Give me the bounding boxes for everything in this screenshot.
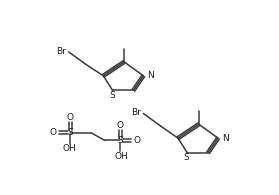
Text: S: S — [117, 136, 123, 145]
Text: O: O — [50, 128, 57, 137]
Text: Br: Br — [131, 108, 141, 117]
Text: OH: OH — [62, 144, 76, 153]
Text: O: O — [67, 113, 74, 122]
Text: Br: Br — [56, 47, 66, 56]
Text: S: S — [184, 153, 189, 162]
Text: N: N — [222, 134, 229, 143]
Text: S: S — [67, 128, 73, 137]
Text: OH: OH — [115, 152, 129, 161]
Text: N: N — [147, 71, 154, 80]
Text: S: S — [109, 90, 115, 99]
Text: O: O — [117, 121, 124, 129]
Text: O: O — [134, 136, 141, 145]
